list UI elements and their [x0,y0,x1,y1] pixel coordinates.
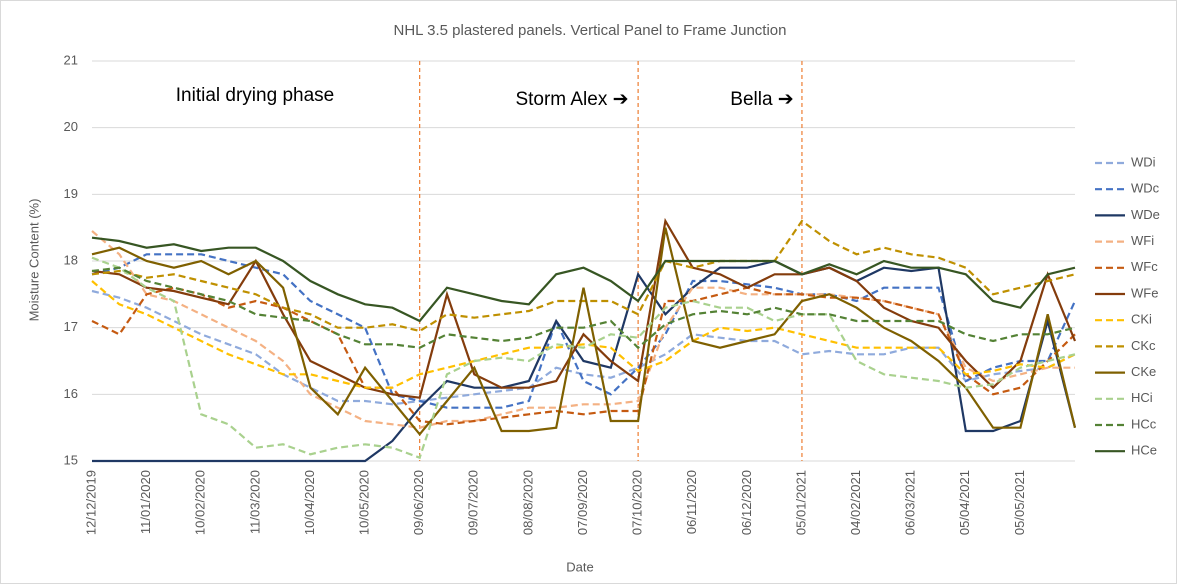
x-tick-label: 10/04/2020 [302,470,317,535]
series-line [91,286,1076,426]
series-line [91,227,1077,437]
series-line [92,259,1077,463]
legend-label: WFe [1131,285,1158,300]
legend-label: WDc [1131,181,1160,196]
x-tick-label: 05/04/2021 [957,470,972,535]
legend-label: WDe [1131,207,1160,222]
y-tick-label: 18 [64,252,78,267]
x-tick-label: 10/05/2020 [356,470,371,535]
x-tick-label: 05/05/2021 [1012,470,1027,535]
annotation: Bella ➔ [730,89,793,110]
x-tick-label: 11/01/2020 [138,470,153,534]
legend-label: HCe [1131,443,1157,458]
legend-label: HCc [1131,416,1157,431]
series-line [91,256,1076,460]
legend-label: CKe [1131,364,1156,379]
x-tick-label: 09/07/2020 [466,470,481,535]
legend-label: WFc [1131,259,1158,274]
y-tick-label: 20 [64,119,78,134]
x-tick-label: 09/06/2020 [411,470,426,535]
legend-label: WDi [1131,154,1156,169]
x-tick-label: 05/01/2021 [793,470,808,535]
series-line [91,253,1077,409]
series-line [91,280,1076,389]
series-line [91,230,1075,429]
y-tick-label: 17 [64,319,78,334]
y-tick-label: 16 [64,386,78,401]
x-axis-label: Date [566,559,593,574]
x-tick-label: 08/08/2020 [520,470,535,535]
series-line [91,219,1076,333]
y-tick-label: 15 [64,452,78,467]
x-tick-label: 11/03/2020 [247,470,262,534]
series-line [91,266,1076,350]
x-tick-label: 06/11/2020 [684,470,699,534]
x-tick-label: 10/02/2020 [193,470,208,535]
x-tick-label: 04/02/2021 [848,470,863,535]
y-tick-label: 21 [64,52,78,67]
legend-label: WFi [1131,233,1154,248]
y-tick-label: 19 [64,186,78,201]
annotation: Initial drying phase [176,85,334,106]
y-axis-label: Moisture Content (%) [26,199,41,322]
chart-title: NHL 3.5 plastered panels. Vertical Panel… [394,22,787,39]
x-tick-label: 06/12/2020 [739,470,754,535]
x-tick-label: 07/09/2020 [575,470,590,535]
annotation: Storm Alex ➔ [515,89,628,110]
x-tick-label: 12/12/2019 [83,470,98,535]
legend-label: CKc [1131,338,1156,353]
x-tick-label: 07/10/2020 [630,470,645,535]
x-tick-label: 06/03/2021 [903,470,918,535]
series-line [91,236,1076,323]
legend-label: CKi [1131,312,1152,327]
legend-label: HCi [1131,390,1153,405]
